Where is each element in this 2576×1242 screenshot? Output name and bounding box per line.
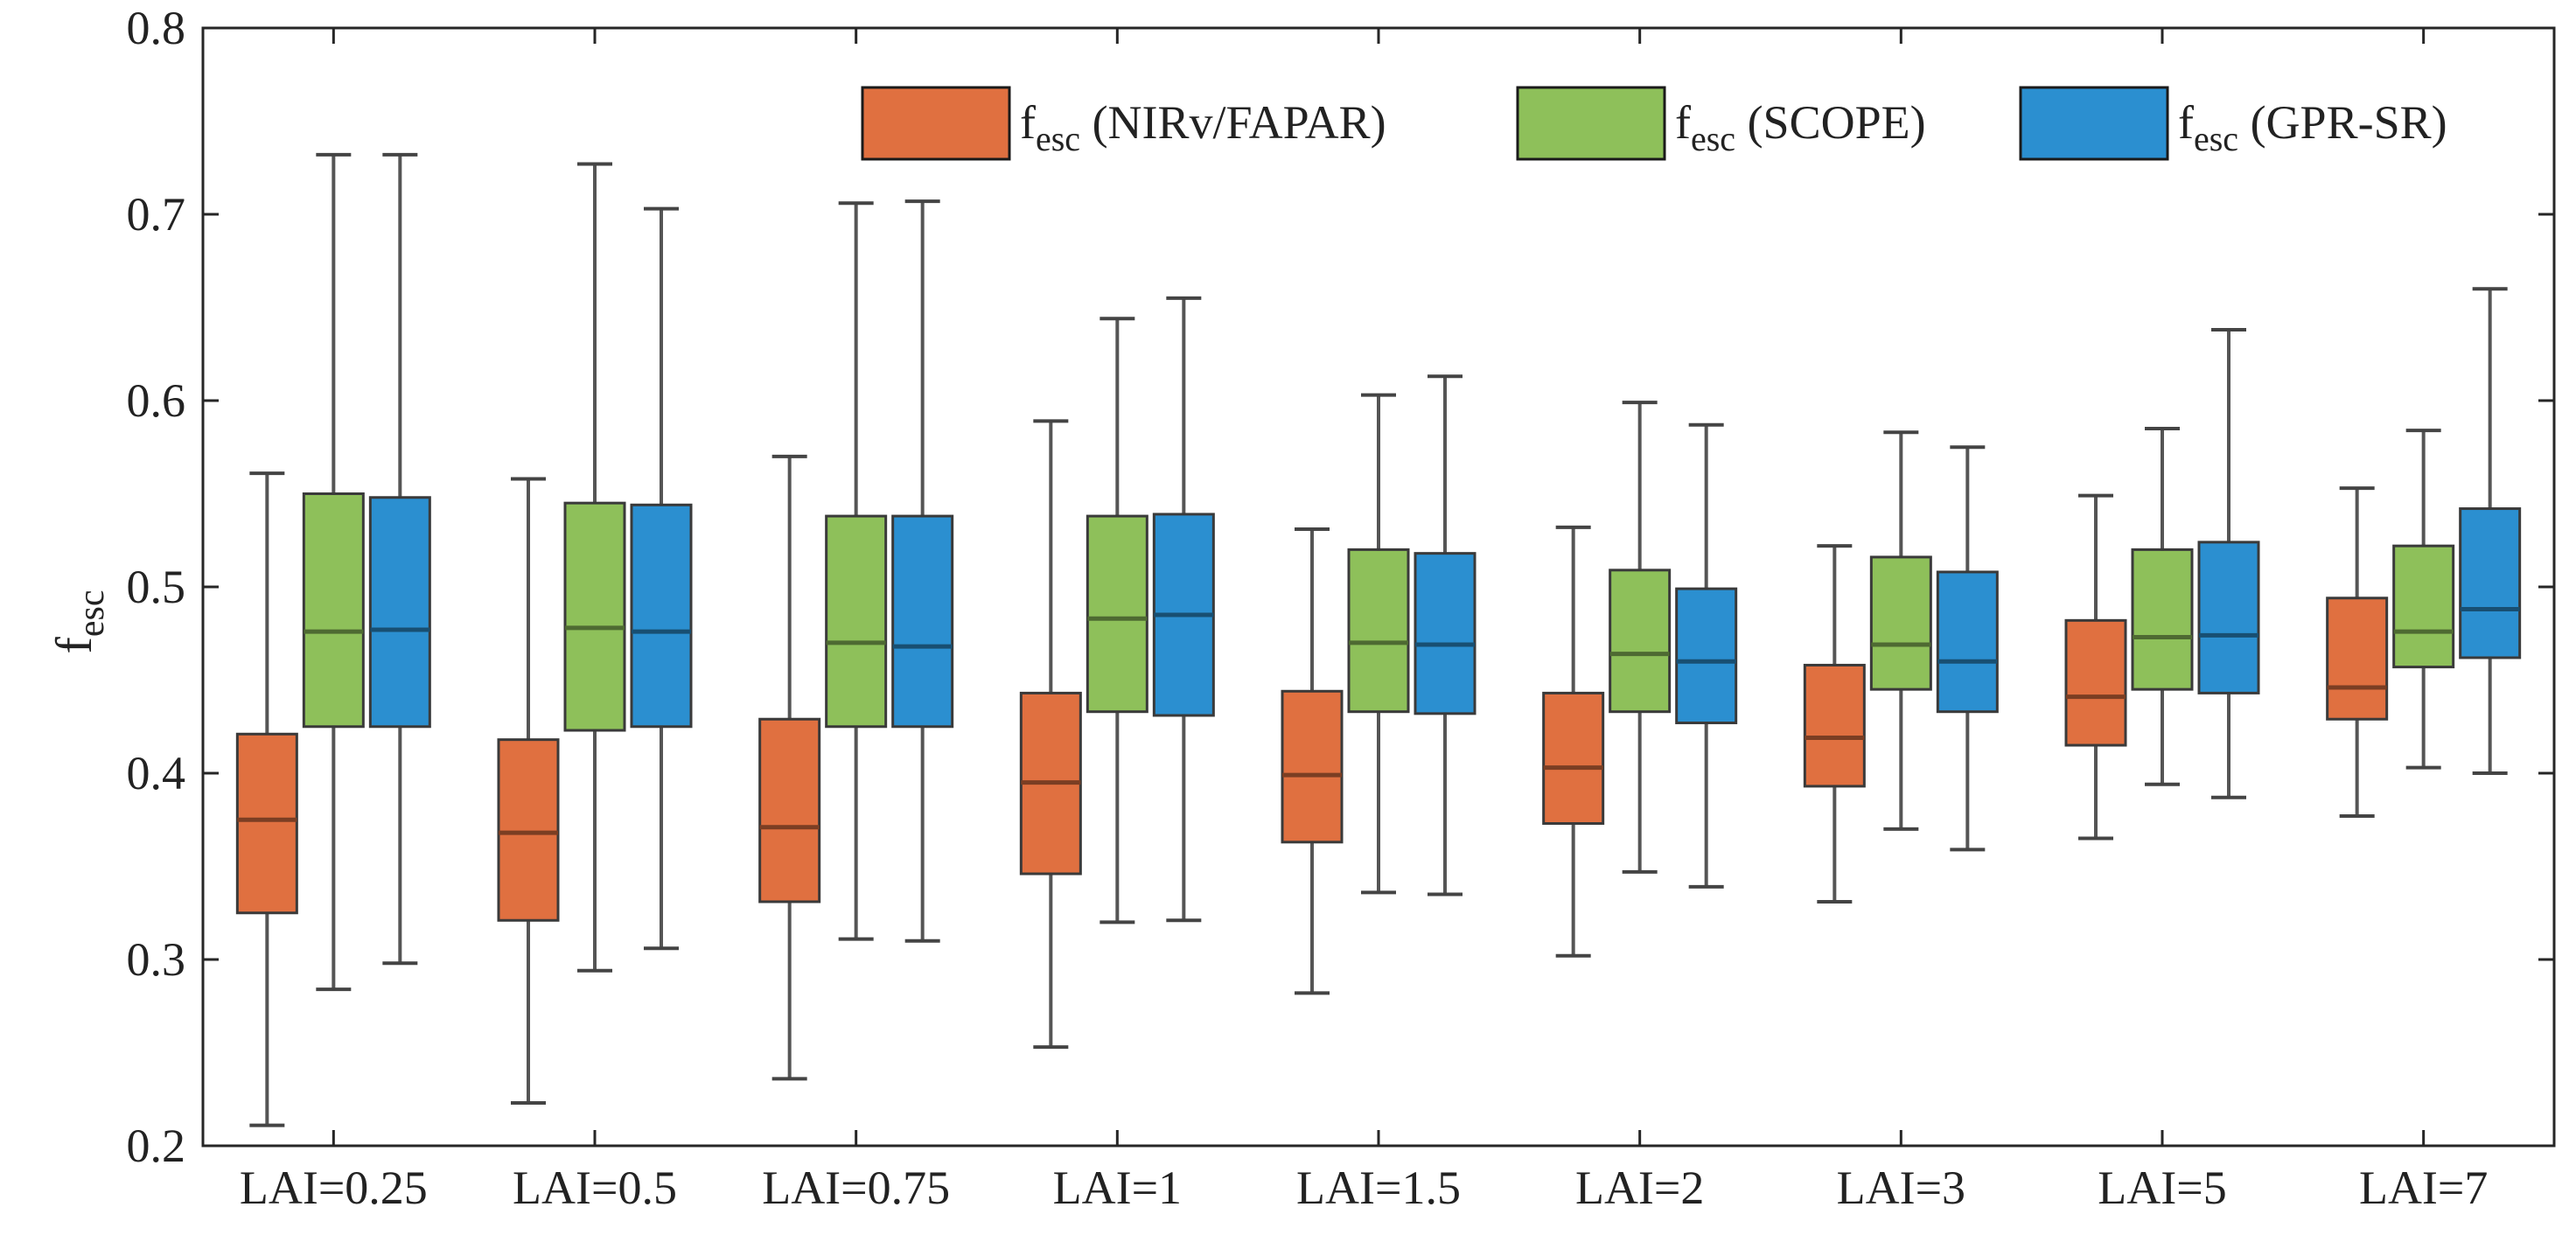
box-2-4 (1414, 374, 1476, 897)
box-iqr (368, 496, 431, 729)
legend-label-subscript: esc (1691, 119, 1735, 158)
box-0-8 (2326, 486, 2389, 818)
plot-frame (201, 26, 2556, 1148)
box-iqr (497, 738, 560, 922)
legend-label: fesc (GPR-SR) (2178, 96, 2447, 158)
x-tick-label: LAI=5 (2098, 1162, 2226, 1214)
x-tick-label: LAI=0.25 (240, 1162, 428, 1214)
legend-label-suffix: (SCOPE) (1735, 96, 1926, 149)
x-tick-label: LAI=0.75 (762, 1162, 950, 1214)
legend-swatch (861, 86, 1011, 161)
x-tick-label: LAI=7 (2359, 1162, 2488, 1214)
y-axis-label-main: f (45, 636, 102, 653)
box-0-6 (1803, 544, 1866, 904)
box-2-3 (1152, 296, 1215, 923)
box-0-0 (235, 471, 298, 1127)
box-2-2 (891, 199, 954, 943)
box-iqr (2197, 541, 2260, 694)
box-iqr (1281, 689, 1344, 844)
box-iqr (2392, 544, 2455, 669)
legend-item-2: fesc (GPR-SR) (2019, 86, 2447, 161)
legend-label-subscript: esc (2194, 119, 2238, 158)
box-iqr (563, 501, 626, 732)
legend-label: fesc (SCOPE) (1675, 96, 1926, 158)
legend-label-suffix: (NIRv/FAPAR) (1080, 96, 1386, 149)
box-1-1 (563, 162, 626, 973)
y-tick-label: 0.7 (127, 188, 186, 241)
box-0-3 (1019, 419, 1082, 1050)
legend-item-1: fesc (SCOPE) (1516, 86, 1926, 161)
box-iqr (1936, 570, 1999, 714)
box-iqr (302, 492, 365, 729)
box-2-5 (1675, 422, 1738, 889)
y-tick-label: 0.5 (127, 561, 186, 613)
box-iqr (758, 717, 821, 904)
y-tick-label: 0.2 (127, 1120, 186, 1172)
box-2-1 (630, 206, 693, 951)
box-0-7 (2064, 493, 2127, 841)
box-2-7 (2197, 328, 2260, 799)
legend-label-main: f (1675, 96, 1691, 149)
box-1-0 (302, 152, 365, 992)
y-tick-label: 0.4 (127, 747, 186, 799)
box-2-0 (368, 152, 431, 966)
box-iqr (235, 732, 298, 915)
x-tick-label: LAI=3 (1837, 1162, 1965, 1214)
box-iqr (1347, 548, 1410, 714)
box-1-4 (1347, 393, 1410, 895)
box-2-8 (2459, 287, 2522, 775)
box-1-5 (1609, 401, 1672, 874)
box-iqr (2064, 618, 2127, 747)
box-1-8 (2392, 429, 2455, 770)
x-tick-label: LAI=0.5 (513, 1162, 677, 1214)
box-1-3 (1086, 317, 1148, 925)
legend-label-suffix: (GPR-SR) (2238, 96, 2447, 149)
axes: 0.2 0.3 0.4 0.5 0.6 0.7 0.8 LAI=0.25 LAI=0.5 LAI=… (127, 2, 2554, 1214)
box-iqr (1414, 552, 1476, 715)
legend-item-0: fesc (NIRv/FAPAR) (861, 86, 1386, 161)
box-iqr (2131, 548, 2194, 691)
box-iqr (1869, 555, 1932, 691)
box-iqr (1609, 569, 1672, 714)
box-1-2 (825, 201, 888, 941)
box-iqr (1675, 587, 1738, 724)
box-0-1 (497, 477, 560, 1106)
box-iqr (891, 514, 954, 729)
legend-swatch (1516, 86, 1666, 161)
box-iqr (1803, 663, 1866, 788)
plot-area (235, 152, 2522, 1127)
box-iqr (1086, 514, 1148, 714)
box-iqr (825, 514, 888, 729)
y-tick-label: 0.3 (127, 933, 186, 986)
box-iqr (2459, 507, 2522, 659)
box-iqr (2326, 597, 2389, 721)
legend-label-main: f (1020, 96, 1036, 149)
y-axis-label: fesc (45, 590, 112, 654)
x-tick-label: LAI=1.5 (1296, 1162, 1461, 1214)
box-1-6 (1869, 430, 1932, 831)
y-tick-label: 0.8 (127, 2, 186, 54)
y-tick-label: 0.6 (127, 374, 186, 427)
x-tick-label: LAI=2 (1575, 1162, 1704, 1214)
legend-swatch (2019, 86, 2169, 161)
legend-label-main: f (2178, 96, 2194, 149)
legend-label-subscript: esc (1036, 119, 1080, 158)
legend-label: fesc (NIRv/FAPAR) (1020, 96, 1386, 158)
legend: fesc (NIRv/FAPAR) fesc (SCOPE) fesc (GPR-S… (861, 86, 2447, 161)
axes-box (201, 26, 2556, 1148)
y-axis-label-subscript: esc (72, 590, 112, 638)
x-tick-label: LAI=1 (1053, 1162, 1182, 1214)
box-0-4 (1281, 527, 1344, 995)
box-0-5 (1542, 525, 1605, 958)
box-1-7 (2131, 426, 2194, 786)
box-iqr (1542, 691, 1605, 826)
box-2-6 (1936, 445, 1999, 852)
box-iqr (630, 503, 693, 729)
box-0-2 (758, 454, 821, 1081)
